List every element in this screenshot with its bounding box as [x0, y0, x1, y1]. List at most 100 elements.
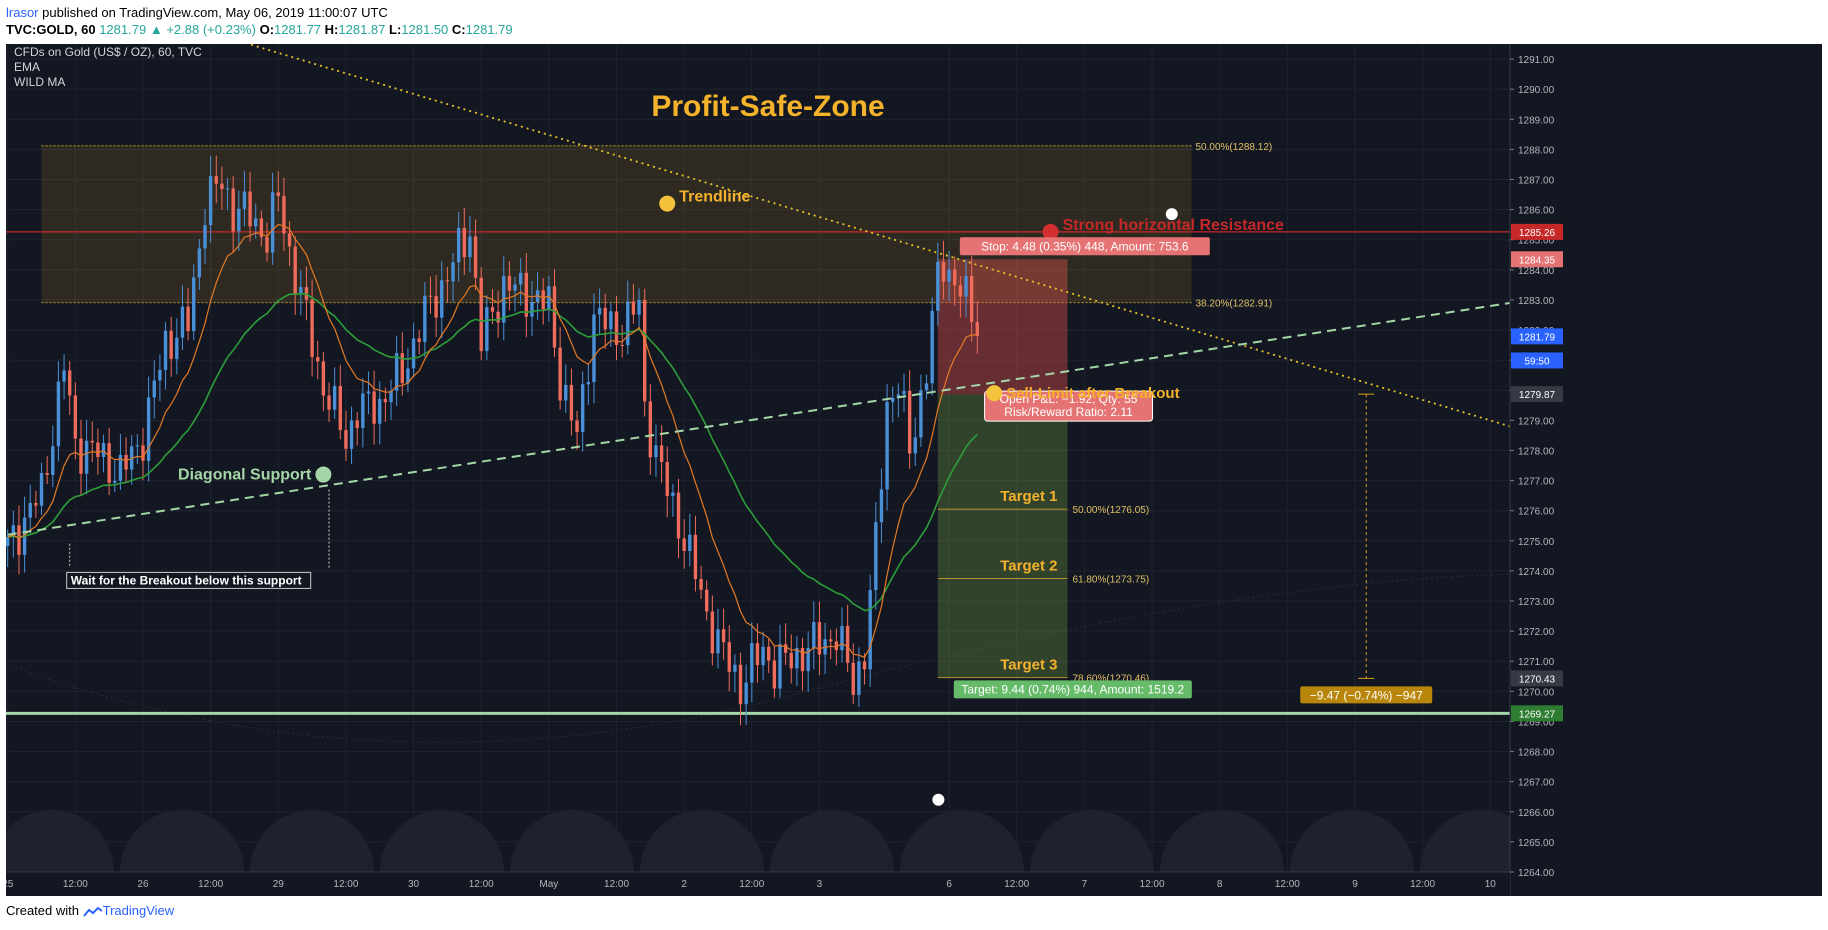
- candle-body: [259, 218, 264, 238]
- candle-body: [958, 285, 963, 297]
- footer: Created with TradingView: [6, 903, 174, 918]
- candle-body: [592, 314, 596, 383]
- y-tick-label: 1279.00: [1518, 416, 1555, 427]
- candle-body: [225, 188, 230, 190]
- close-value: 1281.79: [465, 22, 513, 37]
- y-tick-label: 1285.00: [1518, 236, 1555, 247]
- candle-body: [321, 361, 326, 396]
- candle-body: [73, 395, 78, 439]
- breakout-note: Wait for the Breakout below this support: [71, 573, 302, 587]
- candle-body: [310, 299, 314, 358]
- candle-body: [113, 480, 117, 483]
- fib-lower-label: 38.20%(1282.91): [1195, 299, 1272, 310]
- x-tick-label: 12:00: [333, 879, 358, 890]
- open-value: 1281.77: [274, 22, 322, 37]
- candle-body: [186, 306, 190, 332]
- candle-body: [242, 191, 247, 209]
- fib-target-label: 50.00%(1276.05): [1072, 505, 1149, 516]
- price-badge-label: 1281.79: [1519, 332, 1556, 343]
- candle-body: [158, 369, 162, 381]
- price-badge: [1511, 352, 1563, 369]
- candle-body: [192, 277, 196, 332]
- author-link[interactable]: lrasor: [6, 5, 39, 20]
- x-tick-label: 29: [273, 879, 285, 890]
- x-tick-label: 25: [6, 879, 14, 890]
- close-label: C:: [451, 22, 466, 37]
- candle-body: [699, 579, 703, 590]
- candle-body: [507, 275, 512, 291]
- wild-ma-line: [7, 293, 978, 612]
- candle-body: [287, 233, 292, 247]
- candle-body: [896, 394, 901, 398]
- target-label: Target 1: [1000, 488, 1057, 505]
- x-tick-label: 12:00: [198, 879, 223, 890]
- candle-body: [648, 401, 653, 458]
- ema-line: [7, 223, 978, 659]
- candle-body: [941, 261, 946, 282]
- candle-body: [738, 664, 743, 705]
- price-badge-label: 59:50: [1524, 356, 1549, 367]
- candle-body: [795, 647, 799, 669]
- price-chart[interactable]: 50.00%(1288.12) 38.20%(1282.91) 50.00%(127…: [6, 44, 1822, 896]
- candle-body: [659, 445, 664, 463]
- target-zone: [937, 394, 1068, 679]
- candle-body: [721, 629, 726, 643]
- target-label: Target 3: [1000, 656, 1057, 673]
- candle-body: [953, 269, 957, 286]
- support-label: Diagonal Support: [178, 467, 312, 484]
- candle-body: [924, 383, 929, 391]
- x-tick-label: May: [539, 879, 558, 890]
- sell-limit-label: Sell-Limit after Breakout: [1006, 385, 1179, 402]
- target-label-box: [953, 680, 1192, 699]
- price-badge: [1511, 223, 1563, 240]
- risk-reward-label: Risk/Reward Ratio: 2.11: [1004, 405, 1133, 419]
- candle-body: [879, 489, 884, 523]
- y-tick-label: 1291.00: [1518, 55, 1555, 66]
- x-tick-label: 9: [1352, 879, 1358, 890]
- candle-body: [840, 625, 844, 651]
- decoration-arc: [510, 810, 634, 872]
- candle-body: [17, 525, 21, 555]
- y-tick-label: 1276.00: [1518, 507, 1555, 518]
- x-tick-label: 8: [1217, 879, 1223, 890]
- trendline-label: Trendline: [679, 189, 750, 206]
- candle-body: [180, 306, 185, 338]
- price-badge-label: 1279.87: [1519, 390, 1556, 401]
- decoration-arc: [250, 810, 374, 872]
- candle-body: [829, 639, 833, 642]
- candle-body: [767, 646, 771, 661]
- candle-body: [812, 622, 816, 649]
- candle-body: [761, 646, 765, 666]
- decoration-arc: [380, 810, 504, 872]
- pnl-box: [984, 390, 1154, 422]
- candle-body: [411, 338, 416, 369]
- price-badge: [1511, 328, 1563, 345]
- symbol-label: TVC:GOLD, 60: [6, 22, 96, 37]
- y-tick-label: 1278.00: [1518, 446, 1555, 457]
- candle-body: [254, 218, 258, 227]
- candle-body: [479, 277, 483, 352]
- y-tick-label: 1270.00: [1518, 687, 1555, 698]
- x-tick-label: 3: [817, 879, 823, 890]
- y-tick-label: 1268.00: [1518, 748, 1555, 759]
- candle-body: [969, 276, 974, 322]
- candle-body: [440, 280, 444, 318]
- candle-body: [293, 246, 297, 295]
- candle-body: [316, 357, 320, 362]
- candle-body: [541, 290, 545, 310]
- chart-title: Profit-Safe-Zone: [651, 90, 884, 123]
- chart-area[interactable]: 50.00%(1288.12) 38.20%(1282.91) 50.00%(127…: [6, 44, 1822, 896]
- created-with-text: Created with: [6, 903, 79, 918]
- candle-body: [231, 188, 235, 232]
- diagonal-support-line: [7, 301, 1511, 536]
- candle-body: [693, 534, 698, 580]
- tradingview-brand-link[interactable]: TradingView: [102, 903, 175, 918]
- x-tick-label: 6: [946, 879, 952, 890]
- candle-body: [654, 445, 658, 458]
- candle-body: [237, 208, 241, 232]
- y-tick-label: 1269.00: [1518, 717, 1555, 728]
- candle-body: [547, 286, 551, 310]
- candle-body: [564, 384, 568, 401]
- y-tick-label: 1264.00: [1518, 868, 1555, 879]
- decoration-arc: [770, 810, 894, 872]
